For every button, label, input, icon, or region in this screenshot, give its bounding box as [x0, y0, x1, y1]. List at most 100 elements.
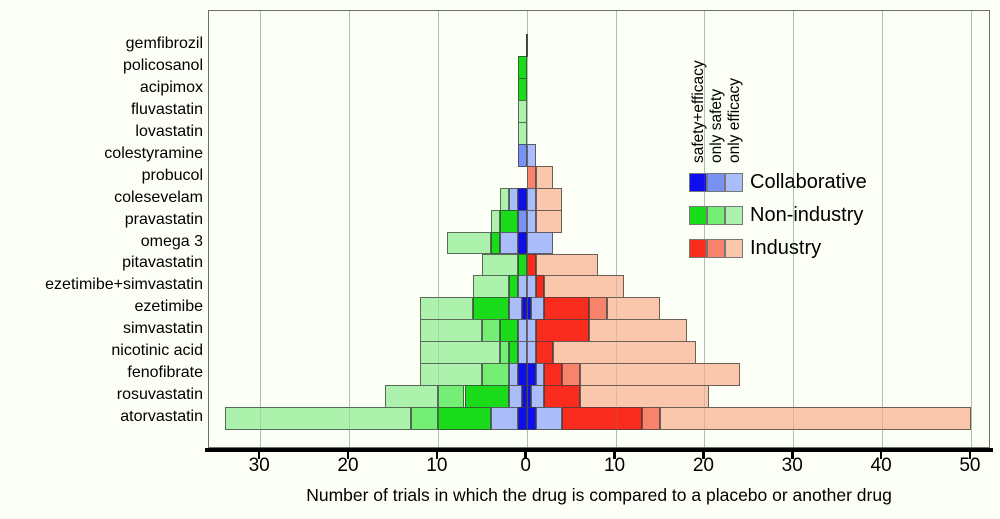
bar-ezetimibe+simvastatin-right-C-e: [526, 275, 536, 299]
y-axis-label: pravastatin: [124, 210, 203, 228]
x-tick-label: 30: [248, 455, 270, 476]
x-tick-label: 10: [603, 455, 626, 476]
bar-probucol-right-I-e: [535, 165, 554, 189]
bar-fenofibrate-left-C-se: [517, 363, 527, 386]
legend-swatch-N-s: [707, 206, 725, 225]
gridline: [704, 11, 706, 447]
y-axis-label: ezetimibe+simvastatin: [45, 276, 203, 294]
bar-nicotinic acid-right-I-e: [553, 341, 696, 364]
y-axis-label: fenofibrate: [127, 363, 203, 381]
bar-atorvastatin-left-N-e: [224, 406, 412, 430]
bar-nicotinic acid-right-I-se: [535, 341, 554, 364]
bar-pravastatin-right-C-e: [526, 209, 536, 233]
bar-ezetimibe-right-I-s: [588, 297, 607, 321]
bar-omega 3-left-N-e: [446, 231, 492, 255]
bar-gemfibrozil-zero-marker: [525, 33, 529, 58]
bar-atorvastatin-left-N-s: [411, 406, 438, 430]
y-axis-label: fluvastatin: [130, 101, 203, 119]
bar-atorvastatin-right-I-e: [659, 406, 971, 430]
gridline: [437, 11, 439, 447]
bar-nicotinic acid-left-N-s: [500, 341, 509, 364]
gridline: [615, 11, 617, 447]
gridline: [970, 11, 972, 447]
bar-ezetimibe+simvastatin-right-I-se: [535, 275, 545, 299]
y-axis-label: colestyramine: [104, 144, 203, 162]
plot-area: [208, 10, 990, 448]
bar-pravastatin-left-N-e: [491, 209, 501, 233]
gridline: [260, 11, 262, 447]
bar-ezetimibe-right-C-e: [531, 297, 545, 321]
bar-pitavastatin-left-N-se: [517, 253, 527, 277]
bar-rosuvastatin-left-N-e: [384, 384, 438, 408]
legend-swatch-I-se: [689, 239, 707, 258]
bar-nicotinic acid-right-C-e: [526, 341, 536, 364]
bar-rosuvastatin-left-N-se: [464, 384, 509, 408]
bar-pravastatin-right-I-e: [535, 209, 563, 233]
legend-swatch-I-e: [725, 239, 743, 258]
bar-pravastatin-left-C-s: [517, 209, 527, 233]
bar-colesevelam-left-C-se: [517, 187, 527, 211]
y-axis-label: rosuvastatin: [116, 385, 203, 403]
y-axis-label: lovastatin: [135, 123, 203, 141]
x-tick-label: 20: [337, 455, 359, 476]
y-axis-label: acipimox: [139, 79, 203, 97]
y-axis-label: colesevelam: [114, 188, 203, 206]
bar-atorvastatin-left-C-e: [491, 406, 518, 430]
gridline: [437, 11, 439, 447]
y-axis-label: omega 3: [140, 232, 203, 250]
bar-acipimox-left-N-se: [517, 78, 527, 102]
bar-lovastatin-left-N-e: [517, 122, 527, 145]
y-axis-label: atorvastatin: [120, 407, 203, 425]
bar-pravastatin-left-N-se: [500, 209, 518, 233]
legend-category-label: only efficacy: [726, 77, 743, 163]
legend-category-label: only safety: [708, 88, 725, 163]
x-tick-mark: [346, 451, 350, 459]
bar-simvastatin-left-N-s: [482, 319, 501, 343]
bar-simvastatin-left-N-se: [500, 319, 518, 343]
bar-rosuvastatin-right-C-e: [531, 384, 545, 408]
bar-pitavastatin-right-I-e: [535, 253, 598, 277]
bar-nicotinic acid-left-N-e: [420, 341, 501, 364]
gridline: [882, 11, 884, 447]
x-tick-label: 40: [870, 455, 892, 476]
bar-omega 3-right-C-e: [526, 231, 554, 255]
y-axis-label: simvastatin: [122, 320, 203, 338]
bar-fenofibrate-right-I-se: [544, 363, 563, 386]
gridline: [349, 11, 350, 447]
bar-simvastatin-left-C-e: [517, 319, 527, 343]
x-tick-label: 10: [426, 455, 448, 476]
legend-swatch-C-e: [725, 173, 743, 192]
bar-omega 3-left-N-se: [491, 231, 501, 255]
legend-swatch-C-s: [707, 173, 725, 192]
bar-omega 3-left-C-e: [500, 231, 518, 255]
x-tick-mark: [968, 451, 972, 459]
bar-nicotinic acid-left-C-e: [517, 341, 527, 364]
x-tick-mark: [524, 451, 527, 459]
bar-colesevelam-left-C-e: [508, 187, 518, 211]
legend-funder-label: Collaborative: [750, 171, 867, 193]
y-axis-label: probucol: [141, 166, 203, 184]
bar-ezetimibe-left-C-e: [508, 297, 523, 321]
bar-atorvastatin-left-N-se: [437, 406, 492, 430]
bar-fenofibrate-left-N-s: [482, 363, 509, 386]
bar-ezetimibe-left-N-e: [420, 297, 474, 321]
x-tick-mark: [702, 451, 705, 459]
y-axis-label: policosanol: [122, 57, 203, 75]
bar-rosuvastatin-left-N-s: [437, 384, 465, 408]
x-tick-mark: [435, 451, 439, 459]
legend-swatch-N-e: [725, 206, 743, 225]
y-axis-label: ezetimibe: [134, 298, 203, 316]
bar-fenofibrate-left-C-e: [508, 363, 518, 386]
bar-atorvastatin-left-C-se: [517, 406, 527, 430]
bar-fenofibrate-right-I-s: [562, 363, 580, 386]
bar-fenofibrate-right-I-e: [580, 363, 740, 386]
x-tick-label: 20: [692, 455, 714, 476]
gridline: [704, 11, 706, 447]
bar-ezetimibe+simvastatin-left-N-e: [473, 275, 509, 299]
bar-colesevelam-right-C-e: [526, 187, 536, 211]
x-axis-title: Number of trials in which the drug is co…: [306, 485, 892, 505]
bar-simvastatin-right-I-se: [535, 319, 589, 343]
x-tick-mark: [791, 451, 794, 459]
bar-colesevelam-right-I-e: [535, 187, 563, 211]
